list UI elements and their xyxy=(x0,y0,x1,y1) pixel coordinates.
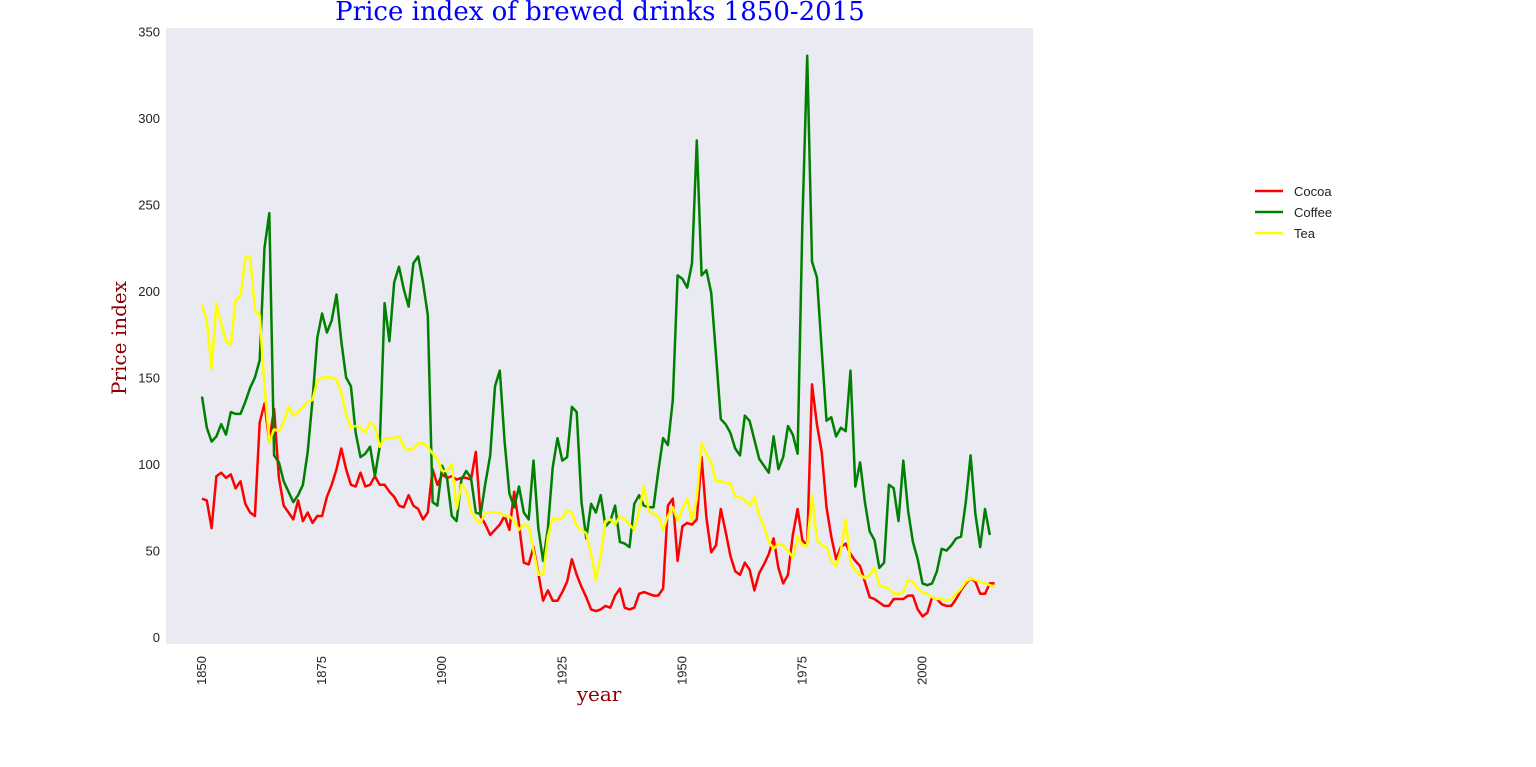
series-line-tea xyxy=(200,255,996,602)
x-tick-label: 1850 xyxy=(194,656,209,685)
y-axis-label: Price index xyxy=(107,280,131,395)
x-tick-label: 1900 xyxy=(434,656,449,685)
x-tick-label: 2000 xyxy=(915,656,930,685)
x-tick-label: 1975 xyxy=(794,656,809,685)
y-tick-label: 200 xyxy=(138,284,160,299)
legend-label-cocoa: Cocoa xyxy=(1294,184,1332,199)
y-tick-label: 150 xyxy=(138,371,160,386)
y-tick-label: 50 xyxy=(146,544,160,559)
x-tick-label: 1950 xyxy=(674,656,689,685)
series-lines xyxy=(200,54,996,618)
y-tick-label: 0 xyxy=(153,630,160,645)
x-tick-label: 1875 xyxy=(314,656,329,685)
x-axis-ticks: 1850 1875 1900 1925 1950 1975 2000 xyxy=(194,656,929,685)
series-line-cocoa xyxy=(201,383,995,618)
y-tick-label: 250 xyxy=(138,197,160,212)
chart-title: Price index of brewed drinks 1850-2015 xyxy=(335,0,865,27)
legend-label-tea: Tea xyxy=(1294,226,1316,241)
x-tick-label: 1925 xyxy=(554,656,569,685)
y-tick-label: 300 xyxy=(138,111,160,126)
plot-area xyxy=(166,28,1033,644)
legend: Cocoa Coffee Tea xyxy=(1255,184,1332,241)
y-tick-label: 100 xyxy=(138,457,160,472)
legend-label-coffee: Coffee xyxy=(1294,205,1332,220)
x-axis-label: year xyxy=(576,682,622,706)
y-axis-ticks: 0 50 100 150 200 250 300 350 xyxy=(138,24,160,645)
series-line-coffee xyxy=(200,54,992,587)
y-tick-label: 350 xyxy=(138,24,160,39)
